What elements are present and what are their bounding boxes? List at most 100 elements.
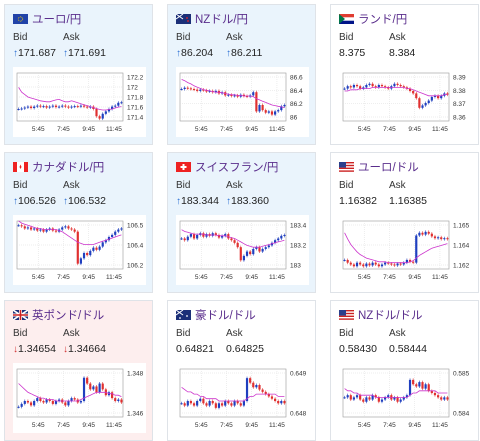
candle [98,116,101,119]
price-chart[interactable]: 5:45 7:45 9:45 11:45 1.348 1.346 [13,363,146,433]
candle [424,103,427,106]
candle [17,225,20,227]
currency-pair-title[interactable]: スイスフラン/円 [176,159,278,175]
pair-name: NZドル/円 [195,14,249,26]
currency-pair-title[interactable]: カナダドル/円 [13,159,104,175]
candle [393,83,396,87]
down-arrow-icon: ↓ [13,344,18,355]
eu-flag-icon [13,14,28,24]
x-tick-label: 5:45 [195,274,208,281]
price-chart[interactable]: 5:45 7:45 9:45 11:45 1.165 1.164 1.162 [339,215,472,285]
rate-card[interactable]: 豪ドル/ドル Bid 0.64821 Ask 0.64825 5:45 7:45 9:45 11… [167,300,316,441]
y-tick-label: 86.4 [290,88,303,95]
candle [180,403,183,405]
moving-average-line [18,383,122,402]
price-chart[interactable]: 5:45 7:45 9:45 11:45 86.6 86.4 86.2 86 [176,67,309,137]
candle [89,250,92,256]
ask-label: Ask [226,180,243,191]
candle [117,229,120,232]
price-chart[interactable]: 5:45 7:45 9:45 11:45 0.649 0.648 [176,363,309,433]
currency-pair-title[interactable]: 英ポンド/ドル [13,307,104,323]
x-tick-label: 11:45 [106,126,122,133]
rate-card[interactable]: NZドル/円 Bid ↑86.204 Ask ↑86.211 5:45 7:45 9:45 11… [167,4,316,145]
candle [114,398,117,401]
candle [42,106,45,108]
y-tick-label: 1.348 [127,371,144,378]
candle [377,264,380,267]
currency-pair-title[interactable]: ユーロ/円 [13,11,81,27]
currency-pair-title[interactable]: NZドル/ドル [339,307,423,323]
rate-card[interactable]: スイスフラン/円 Bid ↑183.344 Ask ↑183.360 5:45 7:45 9:… [167,152,316,293]
candle [440,397,443,400]
ask-value: 0.64825 [226,343,264,355]
candle [227,401,230,404]
candle [26,401,30,403]
candle [20,225,23,227]
candle [427,100,430,103]
ask-value: ↓1.34664 [63,343,106,355]
candle [236,95,239,97]
candle [264,391,267,395]
candle [346,395,349,398]
candle [17,109,20,110]
bid-value: ↑86.204 [176,47,213,59]
rate-card[interactable]: NZドル/ドル Bid 0.58430 Ask 0.58444 5:45 7:45 9:45 1… [330,300,479,441]
candle [383,397,387,400]
candle [45,229,48,232]
y-tick-label: 1.162 [453,263,470,270]
currency-pair-title[interactable]: ユーロ/ドル [339,159,419,175]
candle [236,401,239,404]
x-tick-label: 5:45 [195,422,208,429]
bid-value: 0.58430 [339,343,377,355]
moving-average-line [18,220,122,245]
rate-card[interactable]: 英ポンド/ドル Bid ↓1.34654 Ask ↓1.34664 5:45 7:45 9:4… [4,300,153,441]
price-chart[interactable]: 5:45 7:45 9:45 11:45 0.585 0.584 [339,363,472,433]
candle [283,105,286,107]
candle [82,253,86,259]
candle [349,262,352,265]
ask-label: Ask [389,32,406,43]
candle [51,105,54,107]
price-chart[interactable]: 5:45 7:45 9:45 11:45 8.39 8.38 8.37 8.36 [339,67,472,137]
rate-card[interactable]: カナダドル/円 Bid ↑106.526 Ask ↑106.532 5:45 7:45 9:4… [4,152,153,293]
candle [433,393,437,396]
candle [86,106,89,108]
x-tick-label: 9:45 [82,274,95,281]
candle [352,397,356,400]
candle [73,106,76,108]
candle [446,397,449,400]
candle [233,95,236,97]
bid-label: Bid [13,180,28,191]
candle [362,264,365,267]
candle [26,227,30,229]
currency-pair-title[interactable]: 豪ドル/ドル [176,307,256,323]
x-tick-label: 11:45 [106,422,122,429]
price-chart[interactable]: 5:45 7:45 9:45 11:45 183.4 183.2 183 [176,215,309,285]
price-chart[interactable]: 5:45 7:45 9:45 11:45 172.2 172 171.8 171.6 171.4 [13,67,146,137]
ask-value: ↑86.211 [226,47,262,59]
y-tick-label: 8.38 [453,88,466,95]
candle [412,261,415,263]
candle [270,242,274,246]
candle [95,386,98,393]
y-tick-label: 0.585 [453,371,470,378]
ca-flag-icon [13,162,28,172]
x-tick-label: 9:45 [245,274,258,281]
candle [239,403,242,406]
rate-card[interactable]: ユーロ/円 Bid ↑171.687 Ask ↑171.691 5:45 7:45 9:45 1… [4,4,153,145]
currency-pair-title[interactable]: NZドル/円 [176,11,248,27]
price-chart[interactable]: 5:45 7:45 9:45 11:45 106.5 106.4 106.2 [13,215,146,285]
bid-price: 1.16382 [339,195,377,207]
currency-pair-title[interactable]: ランド/円 [339,11,407,27]
candle [54,401,58,404]
candle [82,377,86,401]
rate-card[interactable]: ランド/円 Bid 8.375 Ask 8.384 5:45 7:45 9:45 11:45 8.… [330,4,479,145]
candle [446,93,449,95]
candle [421,382,424,389]
candle [368,83,371,85]
candle [405,259,409,263]
candle [343,259,346,261]
candle [421,232,424,235]
rate-card[interactable]: ユーロ/ドル Bid 1.16382 Ask 1.16385 5:45 7:45 9:45 11… [330,152,479,293]
ask-price: 86.211 [231,47,263,59]
